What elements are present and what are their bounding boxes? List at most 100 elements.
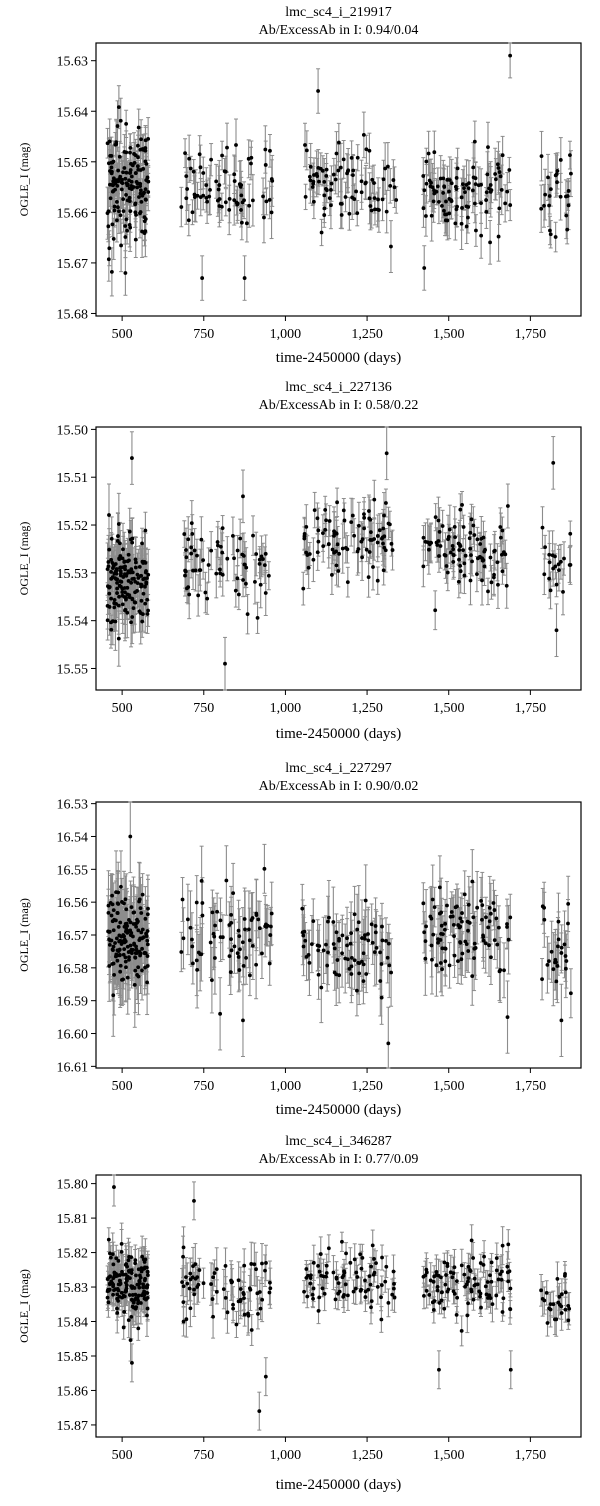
data-point [455, 204, 459, 209]
data-point [554, 582, 559, 587]
data-point [484, 190, 489, 195]
data-point [460, 503, 464, 507]
data-point [388, 183, 393, 188]
y-axis-label: OGLE_I (mag) [17, 143, 31, 217]
data-point [200, 901, 205, 905]
data-point [458, 542, 462, 547]
data-point [115, 591, 119, 595]
data-point [435, 184, 440, 189]
data-point [115, 200, 119, 204]
data-point [106, 903, 111, 908]
data-point [137, 182, 142, 186]
x-tick-label: 500 [112, 327, 133, 342]
data-point [199, 878, 204, 883]
data-point [190, 532, 195, 536]
data-point [109, 913, 114, 918]
data-point [548, 187, 553, 192]
y-tick-label: 15.52 [57, 519, 89, 534]
data-point [128, 225, 133, 230]
data-point [143, 951, 148, 956]
data-point [394, 198, 399, 202]
data-point [123, 235, 128, 239]
data-point [206, 563, 211, 567]
data-point [140, 946, 144, 951]
y-tick-label: 16.59 [57, 995, 89, 1010]
data-point [144, 569, 148, 573]
data-point [304, 148, 309, 153]
data-point [133, 590, 137, 595]
data-point [118, 565, 122, 570]
data-point [312, 173, 316, 177]
data-point [136, 965, 141, 970]
data-point [145, 912, 150, 917]
data-point [433, 608, 438, 613]
data-point [130, 597, 135, 602]
data-point [472, 201, 477, 206]
data-point [106, 564, 111, 569]
data-point [304, 524, 309, 529]
data-point [345, 943, 349, 948]
data-point [143, 916, 148, 921]
chart-subtitle: Ab/ExcessAb in I: 0.90/0.02 [259, 779, 419, 794]
data-point [137, 564, 142, 569]
data-point [569, 171, 573, 176]
data-point [114, 890, 118, 894]
data-point [140, 619, 145, 624]
data-point [223, 661, 227, 666]
data-point [373, 207, 377, 212]
data-point [338, 165, 343, 170]
data-point [332, 531, 337, 536]
y-tick-label: 15.50 [57, 423, 89, 438]
data-point [432, 188, 436, 193]
data-point [451, 552, 456, 557]
data-point [464, 204, 469, 209]
data-point [188, 925, 193, 930]
data-point [109, 570, 113, 574]
x-tick-label: 1,500 [433, 327, 465, 342]
data-point [433, 515, 438, 520]
data-point [446, 534, 451, 539]
data-point [114, 218, 119, 223]
data-point [184, 174, 189, 179]
data-point [558, 158, 563, 162]
data-point [564, 213, 569, 218]
y-tick-label: 15.63 [57, 55, 89, 70]
data-point [352, 533, 357, 538]
data-point [124, 927, 129, 931]
data-point [129, 951, 134, 955]
data-point [125, 592, 130, 597]
data-point [334, 151, 339, 156]
data-point [364, 180, 368, 185]
data-point [322, 213, 327, 217]
data-point [128, 920, 133, 925]
data-point [478, 555, 483, 560]
data-point [190, 937, 194, 942]
data-point [119, 884, 123, 889]
data-point [322, 179, 327, 184]
data-point [548, 232, 553, 237]
data-point [181, 936, 186, 941]
data-point [354, 189, 358, 194]
data-point [143, 197, 148, 202]
data-point [385, 164, 390, 169]
data-point [231, 891, 236, 896]
data-point [331, 942, 336, 946]
data-point [236, 955, 241, 959]
data-point [389, 244, 393, 249]
data-point [111, 183, 115, 188]
data-point [135, 920, 139, 925]
data-point [182, 532, 187, 536]
data-point [321, 531, 325, 535]
data-point [118, 920, 123, 925]
data-point [241, 494, 245, 499]
data-point [132, 152, 136, 156]
data-point [322, 193, 327, 198]
data-point [179, 950, 184, 954]
data-point [114, 571, 119, 576]
data-point [117, 154, 122, 159]
data-point [131, 910, 136, 915]
data-point [355, 549, 360, 554]
data-point [233, 588, 238, 593]
data-point [421, 564, 426, 569]
data-point [492, 572, 496, 577]
